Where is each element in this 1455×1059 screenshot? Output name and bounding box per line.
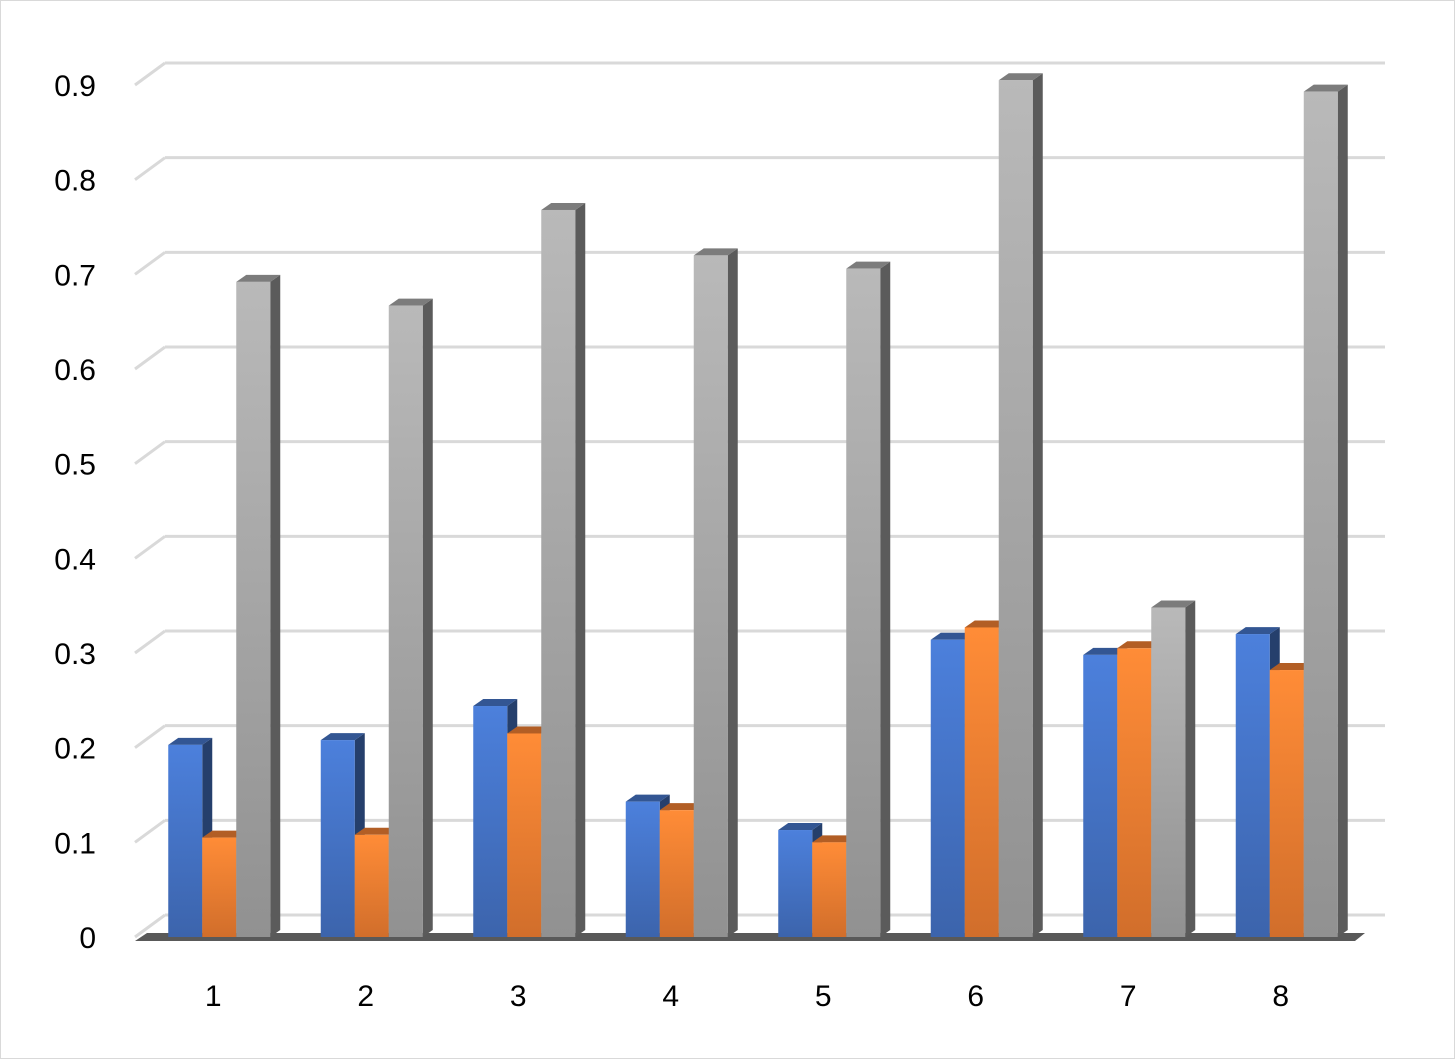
grid-line-side [134, 913, 166, 939]
grid-line-side [134, 440, 166, 465]
bar-top [354, 827, 399, 835]
bar-front [168, 744, 203, 937]
bar-front [930, 639, 965, 937]
y-tick-label: 0.3 [54, 638, 96, 671]
x-tick-label: 1 [205, 980, 222, 1013]
bar-top [812, 835, 857, 843]
bar-side [880, 261, 891, 937]
bar-front [693, 255, 728, 937]
y-tick-label: 0.2 [54, 733, 96, 766]
grid-line-side [134, 156, 166, 181]
bar-top [473, 699, 518, 707]
bar-top [659, 803, 704, 811]
y-tick-label: 0.5 [54, 449, 96, 482]
bar-side [727, 248, 738, 937]
bar-top [507, 726, 552, 734]
y-tick-label: 0.4 [54, 543, 96, 576]
grid-line-side [134, 61, 166, 87]
bar-front [846, 268, 881, 937]
grid-line-side [134, 345, 166, 371]
y-tick-label: 0.9 [54, 70, 96, 103]
bar-front [1269, 670, 1304, 937]
bar-front [236, 281, 271, 937]
y-tick-label: 0 [79, 922, 96, 955]
bar [1303, 84, 1348, 938]
x-tick-label: 7 [1120, 980, 1137, 1013]
bar-top [388, 298, 433, 306]
grid-line-side [134, 819, 166, 844]
grid-line-side [134, 724, 166, 749]
bar [541, 202, 586, 937]
bar-top [964, 620, 1009, 628]
bar-front [473, 706, 508, 937]
bar-top [998, 73, 1043, 81]
grid-line-side [134, 535, 166, 560]
bar-front [1235, 634, 1270, 937]
bar-top [846, 261, 891, 269]
bar [998, 73, 1043, 938]
bar [693, 248, 738, 937]
bar-front [964, 627, 999, 937]
x-tick-label: 3 [510, 980, 527, 1013]
bar-top [1235, 627, 1280, 635]
bar-top [1083, 647, 1128, 655]
bar-front [1303, 91, 1338, 938]
bar-top [693, 248, 738, 256]
bar-top [541, 202, 586, 210]
bar-side [422, 298, 433, 937]
x-tick-label: 4 [662, 980, 679, 1013]
bar-front [388, 305, 423, 937]
bar [1151, 600, 1196, 937]
bar-front [320, 740, 355, 937]
bar-top [168, 737, 213, 745]
bar-side [1032, 73, 1043, 938]
x-tick-label: 2 [357, 980, 374, 1013]
bar-front [659, 810, 694, 937]
floor [135, 933, 1365, 941]
bar [236, 274, 281, 937]
x-tick-label: 8 [1272, 980, 1289, 1013]
bar-top [202, 830, 247, 838]
bar-front [1083, 654, 1118, 937]
bar-side [1337, 84, 1348, 938]
bar-front [1117, 648, 1152, 937]
bar-top [625, 794, 670, 802]
bar-front [507, 733, 542, 937]
bar-side [1185, 600, 1196, 937]
y-tick-label: 0.1 [54, 827, 96, 860]
bar-top [1151, 600, 1196, 608]
bar-top [320, 733, 365, 741]
x-tick-label: 5 [815, 980, 832, 1013]
bar [388, 298, 433, 937]
bar-top [1269, 663, 1314, 671]
bar-top [778, 823, 823, 831]
y-tick-label: 0.6 [54, 354, 96, 387]
bar-top [1117, 641, 1162, 649]
bar-front [354, 834, 389, 937]
y-tick-label: 0.7 [54, 259, 96, 292]
bar-side [270, 274, 281, 937]
y-tick-label: 0.8 [54, 165, 96, 198]
grid-line-side [134, 251, 166, 276]
bar-front [812, 842, 847, 937]
bar [846, 261, 891, 937]
bar-front [1151, 607, 1186, 937]
bar-front [998, 80, 1033, 938]
bar-top [236, 274, 281, 282]
x-tick-label: 6 [967, 980, 984, 1013]
bar-side [575, 202, 586, 937]
bar-front [625, 801, 660, 937]
bar-front [541, 209, 576, 937]
bar-top [930, 632, 975, 640]
bar-top [1303, 84, 1348, 92]
bar-front [202, 837, 237, 937]
bar-front [778, 830, 813, 937]
bar [320, 733, 365, 937]
grid-line-side [134, 629, 166, 655]
